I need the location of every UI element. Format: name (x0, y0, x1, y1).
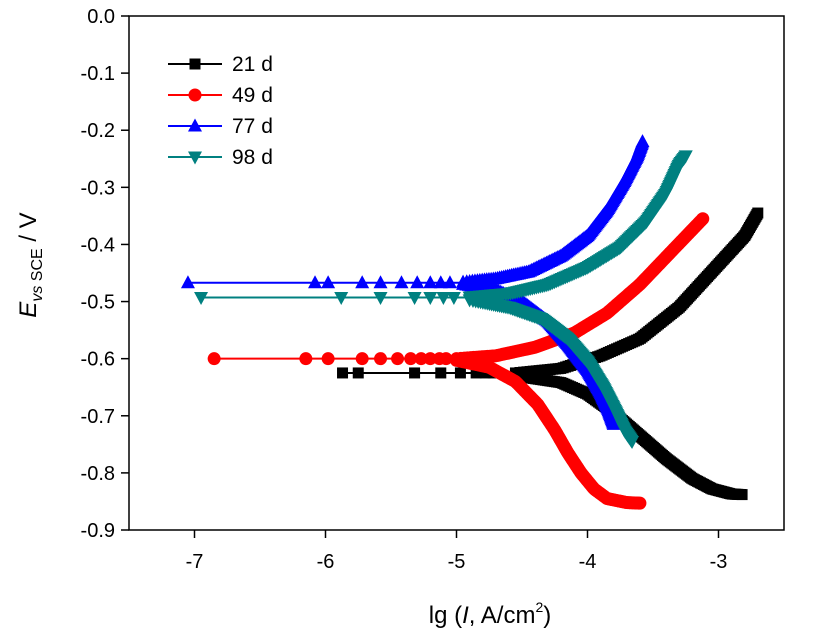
data-point (407, 292, 422, 306)
y-tick-label: -0.9 (81, 520, 115, 542)
data-point (409, 367, 421, 379)
y-tick-label: -0.4 (81, 234, 115, 256)
data-point (436, 292, 451, 306)
anodic-data-point (696, 212, 710, 226)
x-axis-title: lg (I, A/cm2) (429, 599, 552, 629)
y-tick-label: -0.2 (81, 120, 115, 142)
data-point (470, 367, 482, 379)
data-point (374, 352, 388, 366)
y-tick-label: -0.7 (81, 406, 115, 428)
data-point (373, 292, 388, 306)
data-point (410, 275, 425, 289)
legend-item: 21 d (168, 53, 273, 76)
y-tick-label: 0.0 (87, 6, 115, 28)
cathodic-data-point (633, 496, 647, 510)
data-point (442, 275, 457, 289)
data-point (207, 352, 221, 366)
legend-item: 49 d (168, 84, 273, 107)
data-point (391, 352, 405, 366)
legend-marker (188, 118, 202, 132)
data-point (433, 275, 448, 289)
legend-label: 49 d (232, 84, 273, 107)
data-point (446, 292, 461, 306)
data-point (423, 292, 438, 306)
data-point (334, 292, 349, 306)
y-tick-label: -0.5 (81, 292, 115, 314)
y-tick-label: -0.3 (81, 177, 115, 199)
x-tick-label: -3 (710, 551, 728, 573)
legend-item: 98 d (168, 146, 273, 169)
anodic-data-point (678, 150, 693, 164)
series-layer (180, 134, 764, 510)
x-tick-label: -7 (186, 551, 204, 573)
y-axis-title: Evs SCE / V (15, 212, 46, 317)
data-point (439, 352, 453, 366)
data-point (404, 352, 418, 366)
data-point (355, 275, 370, 289)
data-point (299, 352, 313, 366)
series-98d (194, 150, 693, 449)
anodic-data-point (635, 134, 650, 148)
data-point (454, 367, 466, 379)
data-point (308, 275, 323, 289)
legend-label: 21 d (232, 53, 273, 76)
anodic-data-point (752, 207, 764, 219)
legend: 21 d 49 d 77 d 98 d (168, 53, 273, 169)
data-point (394, 275, 409, 289)
cathodic-data-point (625, 435, 640, 449)
data-point (355, 352, 369, 366)
axis-layer: -7 -6 -5 -4 -3 0.0 -0.1 -0.2 -0.3 -0.4 -0.5 -0.6 -0.… (81, 6, 728, 573)
data-point (373, 275, 388, 289)
legend-label: 77 d (232, 115, 273, 138)
data-point (423, 275, 438, 289)
x-tick-label: -6 (317, 551, 335, 573)
y-tick-label: -0.8 (81, 463, 115, 485)
data-point (423, 352, 437, 366)
y-tick-label: -0.1 (81, 63, 115, 85)
data-point (337, 367, 349, 379)
data-point (321, 275, 336, 289)
cathodic-data-point (606, 416, 621, 430)
x-tick-label: -5 (448, 551, 466, 573)
cathodic-data-point (736, 489, 748, 501)
data-point (321, 352, 335, 366)
legend-marker (189, 58, 201, 70)
data-point (435, 367, 447, 379)
legend-marker (188, 151, 202, 165)
legend-label: 98 d (232, 146, 273, 169)
legend-item: 77 d (168, 115, 273, 138)
data-point (194, 292, 209, 306)
data-point (352, 367, 364, 379)
data-point (180, 275, 195, 289)
x-tick-label: -4 (579, 551, 597, 573)
data-point (414, 352, 428, 366)
y-tick-label: -0.6 (81, 349, 115, 371)
legend-marker (188, 88, 202, 102)
series-49d (207, 212, 710, 510)
